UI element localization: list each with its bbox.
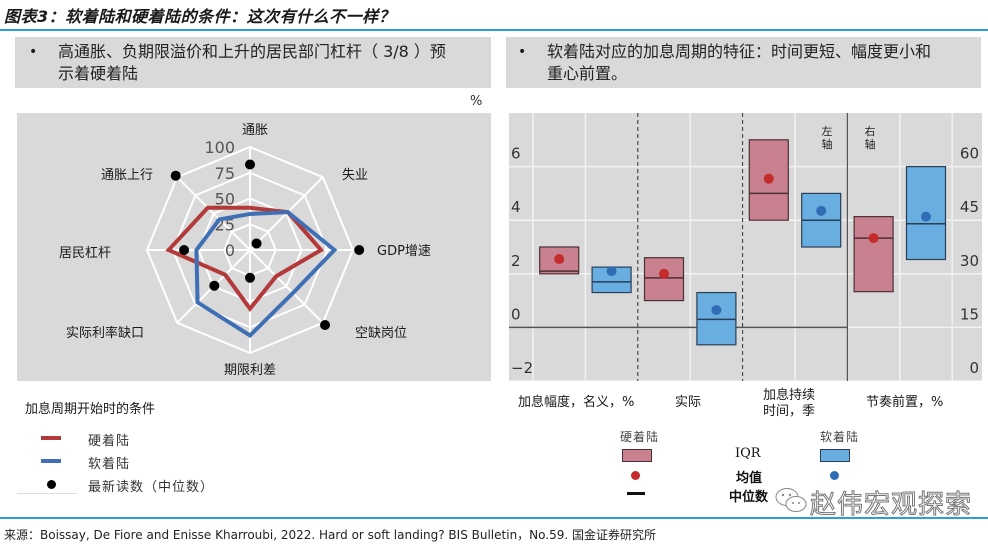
right-axis-tick: 0 [969,359,979,377]
axis-label-gdp-growth: GDP增速 [377,244,431,259]
hard-mean-dot [659,268,669,279]
latest-reading-dot-icon [47,480,56,489]
box-legend-median: 中位数 [729,490,769,505]
latest-reading-dot [251,238,262,249]
latest-reading-dot [245,272,255,283]
soft-mean-dot [816,205,827,216]
hard-iqr-box [853,216,894,293]
soft-iqr-swatch-icon [820,449,850,462]
soft-mean-dot [711,304,722,315]
hard-landing-series [165,205,325,312]
category-front-loading: 节奏前置，% [866,395,944,410]
radar-tick-label: 0 [225,241,235,260]
radar-legend-title: 加息周期开始时的条件 [25,402,156,417]
legend-underline [17,493,77,494]
source-note: 来源：Boissay, De Fiore and Enisse Kharroub… [4,528,656,542]
right-note-line1: 软着陆对应的加息周期的特征：时间更短、幅度更小和 [547,42,932,61]
latest-reading-dot [354,245,365,255]
left-axis-tick: 6 [511,145,521,163]
right-axis-tick: 15 [960,305,979,323]
latest-reading-dot [170,170,181,181]
left-axis-tick: −2 [511,359,533,377]
right-axis-tag: 右轴 [864,125,876,151]
axis-label-job-vacancies: 空缺岗位 [355,326,408,341]
hard-mean-dot-icon [631,471,640,480]
bottom-divider [0,517,988,519]
radar-chart: 0 25 50 75 100 [17,113,491,381]
legend-latest-reading: 最新读数（中位数） [88,480,215,495]
soft-mean-dot [921,211,931,222]
watermark-text: 赵伟宏观探索 [809,490,973,521]
radar-spoke [176,176,251,251]
latest-reading-dot [179,245,190,255]
unit-label: % [470,94,483,109]
soft-landing-line-icon [41,459,61,463]
right-axis-tick: 60 [960,145,979,163]
radar-tick-label: 100 [204,138,235,157]
right-axis-tick: 30 [960,252,979,270]
box-legend-iqr: IQR [735,446,761,461]
hard-iqr-swatch-icon [622,449,652,462]
right-note-line2: 重心前置。 [547,64,628,83]
axis-label-term-spread: 期限利差 [224,363,277,378]
soft-mean-dot-icon [830,471,839,480]
latest-reading-dot [245,159,255,170]
axis-label-unemployment: 失业 [342,168,369,183]
hard-mean-dot [554,254,565,265]
category-hike-duration: 加息持续时间，季 [763,388,816,419]
left-axis-tick: 4 [511,198,521,216]
left-axis-tick: 0 [511,305,521,323]
axis-label-inflation-upside: 通胀上行 [101,168,154,183]
latest-reading-dot [209,280,220,291]
left-axis-tick: 2 [511,252,521,270]
category-real-hike: 实际 [675,395,702,410]
legend-soft-landing: 软着陆 [88,457,131,472]
right-axis-tick: 45 [960,198,979,216]
left-note-box: • 高通胀、负期限溢价和上升的居民部门杠杆（ 3/8 ）预 示着硬着陆 [15,37,491,88]
top-divider [0,29,988,31]
box-legend-soft: 软着陆 [820,430,860,444]
bullet-icon: • [518,44,527,60]
axis-label-inflation: 通胀 [242,123,269,138]
median-line-icon [627,492,645,495]
axis-label-household-leverage: 居民杠杆 [59,246,112,261]
box-legend-hard: 硬着陆 [620,430,660,444]
hard-landing-line-icon [41,436,61,440]
radar-tick-label: 75 [215,164,235,183]
right-note-box: • 软着陆对应的加息周期的特征：时间更短、幅度更小和 重心前置。 [506,37,981,88]
axis-label-real-rate-gap: 实际利率缺口 [66,326,145,341]
radar-tick-label: 50 [215,190,235,209]
category-nominal-hike: 加息幅度，名义，% [518,395,635,410]
hard-iqr-box [643,257,685,302]
hard-mean-dot [763,173,774,184]
left-note-line2: 示着硬着陆 [58,64,139,83]
left-note-line1: 高通胀、负期限溢价和上升的居民部门杠杆（ 3/8 ）预 [58,42,446,61]
soft-landing-series [194,210,338,339]
latest-reading-dot [320,320,331,331]
hard-mean-dot [868,233,879,244]
figure-title: 图表3：软着陆和硬着陆的条件：这次有什么不一样？ [4,7,396,26]
soft-mean-dot [606,266,617,277]
radar-spoke [249,249,324,324]
left-axis-tag: 左轴 [821,125,833,151]
box-legend-mean: 均值 [736,471,763,486]
bullet-icon: • [29,44,38,60]
legend-hard-landing: 硬着陆 [88,434,131,449]
wechat-icon [775,488,807,512]
boxplot-chart: −2 0 2 4 6 0 15 30 45 60 左轴 右轴 [509,113,982,381]
